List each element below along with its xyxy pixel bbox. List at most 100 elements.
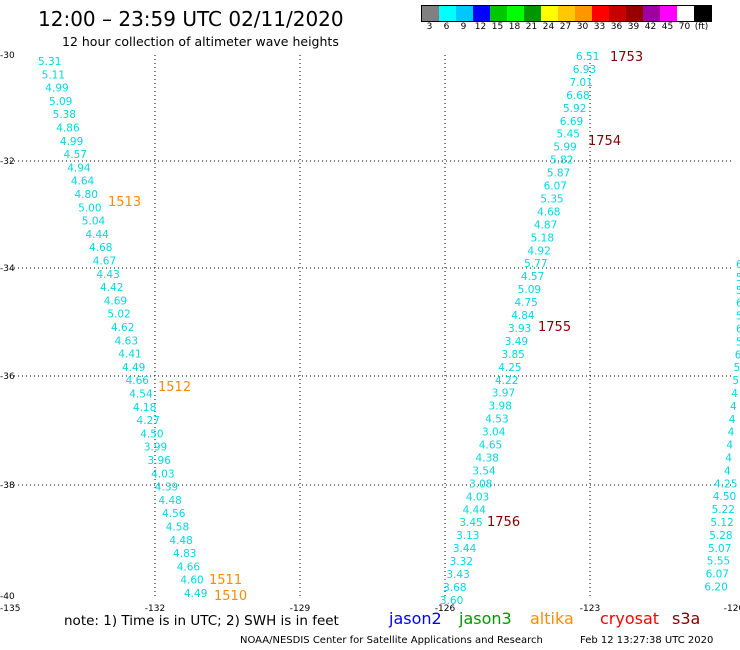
wave-height-value: 5.55: [707, 556, 730, 568]
wave-height-value: 4.49: [122, 362, 145, 374]
color-scale-legend: [421, 5, 712, 22]
wave-height-value: 5.04: [82, 216, 106, 228]
wave-height-value: 5.02: [107, 309, 130, 321]
wave-height-value: 5: [736, 272, 740, 284]
wave-height-value: 3.60: [440, 595, 463, 607]
wave-height-value: 4: [724, 465, 731, 477]
wave-height-value: 5.92: [563, 103, 586, 115]
wave-height-value: 4.66: [126, 375, 150, 387]
wave-height-value: 4.56: [162, 508, 186, 520]
wave-height-value: 4.99: [45, 83, 68, 95]
pass-time-label: 1513: [108, 195, 141, 210]
legend-swatch: [609, 6, 626, 21]
wave-height-value: 3.96: [148, 455, 172, 467]
wave-height-value: 4.44: [85, 229, 109, 241]
footer-credit: NOAA/NESDIS Center for Satellite Applica…: [240, 635, 543, 646]
pass-time-label: 1512: [158, 380, 191, 395]
wave-height-value: 3.04: [482, 427, 506, 439]
wave-height-value: 6.93: [573, 64, 596, 76]
legend-label: 33: [593, 22, 606, 32]
legend-swatch: [456, 6, 473, 21]
legend-label: 15: [491, 22, 504, 32]
wave-height-value: 4.25: [498, 362, 521, 374]
wave-height-value: 6: [735, 349, 740, 361]
wave-height-value: 4.84: [511, 310, 535, 322]
wave-height-value: 5.18: [531, 232, 554, 244]
legend-swatch: [439, 6, 456, 21]
wave-height-value: 5.45: [557, 129, 580, 141]
wave-height-value: 4.69: [104, 295, 127, 307]
wave-height-value: 6.07: [706, 569, 729, 581]
legend-label: 12: [474, 22, 487, 32]
wave-height-value: 6.69: [560, 116, 583, 128]
wave-height-value: 5: [736, 336, 740, 348]
legend-altika: altika: [530, 609, 574, 628]
wave-height-value: 4.57: [521, 271, 544, 283]
wave-height-value: 4.50: [713, 491, 736, 503]
wave-height-value: 4.50: [140, 428, 163, 440]
longitude-tick-label: -132: [145, 604, 165, 614]
legend-s3a: s3a: [672, 609, 701, 628]
wave-height-value: 6.51: [576, 51, 599, 63]
wave-height-value: 4: [730, 401, 737, 413]
map-title: 12:00 – 23:59 UTC 02/11/2020: [38, 7, 344, 31]
wave-height-value: 6.20: [704, 582, 727, 594]
wave-height-value: 5.07: [708, 543, 731, 555]
legend-jason2: jason2: [389, 609, 442, 628]
wave-height-value: 6: [736, 298, 740, 310]
legend-jason3: jason3: [459, 609, 512, 628]
wave-height-value: 4.92: [527, 245, 550, 257]
longitude-tick-label: -135: [0, 604, 20, 614]
wave-height-value: 4: [728, 427, 735, 439]
wave-height-value: 5.22: [712, 504, 735, 516]
legend-swatch: [660, 6, 677, 21]
pass-time-label: 1753: [610, 50, 643, 65]
wave-height-value: 4.86: [56, 123, 80, 135]
wave-height-value: 3.97: [492, 388, 515, 400]
wave-height-value: 4.22: [495, 375, 518, 387]
legend-label: 24: [542, 22, 555, 32]
legend-label: 42: [644, 22, 657, 32]
wave-height-value: 3.13: [456, 530, 479, 542]
legend-cryosat: cryosat: [600, 609, 660, 628]
wave-height-value: 4.94: [67, 162, 91, 174]
wave-height-value: 4.54: [129, 389, 153, 401]
legend-label: 70: [678, 22, 691, 32]
wave-height-value: 6.68: [566, 90, 589, 102]
wave-height-value: 4.68: [89, 242, 112, 254]
wave-height-value: 5.77: [524, 258, 547, 270]
wave-height-value: 4: [729, 414, 736, 426]
wave-height-value: 3.08: [469, 478, 492, 490]
legend-label: 6: [443, 22, 450, 32]
wave-height-value: 3.85: [501, 349, 524, 361]
legend-label: (ft): [694, 22, 709, 32]
wave-height-value: 4.68: [537, 206, 560, 218]
wave-height-value: 5.09: [518, 284, 541, 296]
wave-height-value: 5.09: [49, 96, 72, 108]
footer-timestamp: Feb 12 13:27:38 UTC 2020: [580, 635, 714, 646]
wave-height-value: 5: [734, 362, 740, 374]
wave-height-value: 3.49: [505, 336, 528, 348]
legend-swatch: [422, 6, 439, 21]
wave-height-value: 4.39: [155, 482, 178, 494]
latitude-tick-label: -34: [0, 264, 15, 274]
wave-height-value: 4.42: [100, 282, 123, 294]
wave-height-value: 4.67: [93, 256, 116, 268]
wave-height-value: 4.83: [173, 548, 196, 560]
wave-height-value: 4: [725, 453, 732, 465]
pass-time-label: 1755: [538, 320, 571, 335]
legend-label: 36: [610, 22, 623, 32]
legend-label: 18: [508, 22, 521, 32]
latitude-tick-label: -36: [0, 372, 15, 382]
wave-height-value: 4.57: [64, 149, 87, 161]
units-note: note: 1) Time is in UTC; 2) SWH is in fe…: [64, 613, 339, 629]
wave-height-value: 4: [731, 388, 738, 400]
wave-height-value: 4.63: [115, 335, 138, 347]
legend-label: 9: [460, 22, 467, 32]
legend-swatch: [626, 6, 643, 21]
legend-swatch: [558, 6, 575, 21]
legend-label: 30: [576, 22, 589, 32]
longitude-tick-label: -120: [724, 604, 740, 614]
wave-height-value: 4.87: [534, 219, 557, 231]
wave-height-value: 3.32: [450, 556, 473, 568]
